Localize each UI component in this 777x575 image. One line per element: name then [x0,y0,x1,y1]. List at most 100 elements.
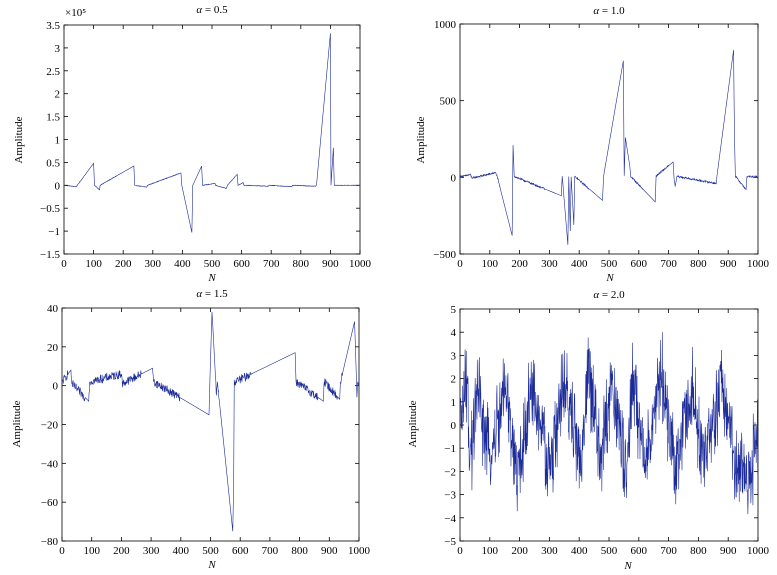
x-tick-label: 1000 [349,258,372,270]
y-tick-label: 40 [47,303,59,315]
x-tick-label: 700 [660,258,677,270]
y-tick-label: 500 [440,96,457,108]
x-axis-label: N [605,272,614,284]
y-tick-label: 1 [55,135,61,147]
y-tick-label: 3 [55,43,61,55]
x-tick-label: 200 [115,258,132,270]
panel-alpha-2-0: α = 2.0 Amplitude N 0 100 200 300 400 500 600 7… [407,289,770,572]
panel-alpha-1-5: α = 1.5 Amplitude N 0 100 200 300 400 500 600 7… [11,288,371,571]
panel-title: α = 1.5 [196,288,228,300]
y-tick-label: 20 [47,342,59,354]
y-tick-label: 4 [451,327,457,339]
x-tick-label: 900 [720,545,737,557]
x-tick-label: 600 [631,258,648,270]
y-axis-label: Amplitude [415,116,427,163]
y-exponent-label: ×10⁵ [65,7,86,19]
y-tick-label: −40 [41,458,59,470]
y-tick-label: −1.5 [40,249,60,261]
y-tick-label: 0 [53,381,59,393]
x-tick-label: 800 [690,545,707,557]
y-tick-label: 1000 [434,19,457,31]
y-tick-label: 2 [55,89,61,101]
x-tick-label: 300 [541,258,558,270]
x-tick-label: 300 [541,545,558,557]
x-tick-label: 300 [143,545,160,557]
x-tick-label: 400 [174,258,191,270]
x-axis-label: N [623,560,632,572]
x-tick-label: 600 [631,545,648,557]
x-tick-label: 400 [571,258,588,270]
y-tick-label: −0.5 [40,203,60,215]
x-tick-label: 100 [83,545,100,557]
x-tick-label: 500 [601,258,618,270]
x-tick-label: 700 [263,258,280,270]
x-tick-label: 200 [511,258,528,270]
x-axis-label: N [207,559,216,571]
y-tick-label: −4 [444,513,456,525]
y-tick-label: 0 [451,420,457,432]
y-tick-label: −1 [48,226,60,238]
x-tick-label: 100 [482,258,499,270]
x-axis-label: N [207,272,216,284]
y-tick-label: −80 [41,536,59,548]
x-tick-label: 700 [262,545,279,557]
y-tick-label: 1 [451,397,457,409]
x-tick-label: 0 [61,258,67,270]
x-tick-label: 0 [457,545,463,557]
y-tick-label: −2 [444,466,456,478]
x-tick-label: 600 [233,258,250,270]
y-tick-label: −20 [41,420,59,432]
x-tick-label: 1000 [348,545,371,557]
plot-area: 0 100 200 300 400 500 600 700 800 900 1000 −5 −4 −3 −2… [444,304,769,557]
x-tick-label: 300 [145,258,162,270]
x-tick-label: 0 [457,258,463,270]
plot-area: 0 100 200 300 400 500 600 700 800 900 1000−80−60−4… [41,303,371,557]
panel-alpha-1-0: α = 1.0 Amplitude N 0 100 200 300 400 500 600 7… [415,5,770,284]
x-tick-label: 100 [85,258,102,270]
y-tick-label: −500 [433,249,456,261]
x-tick-label: 0 [59,545,65,557]
plot-frame [61,307,360,542]
x-tick-label: 800 [293,258,310,270]
x-tick-label: 200 [511,545,528,557]
y-tick-label: 3 [451,350,457,362]
x-tick-label: 400 [173,545,190,557]
x-tick-label: 100 [482,545,499,557]
y-tick-label: 2.5 [46,66,60,78]
plot-area: 0 100 200 300 400 500 600 700 800 900 1000−5000500… [433,19,769,270]
panel-title: α = 0.5 [196,4,228,16]
x-tick-label: 800 [690,258,707,270]
y-tick-label: 5 [451,304,457,316]
y-tick-label: −3 [444,490,456,502]
y-axis-label: Amplitude [11,400,23,447]
plot-frame [63,24,361,255]
x-tick-label: 200 [113,545,130,557]
y-tick-label: 0 [451,172,457,184]
x-tick-label: 500 [202,545,219,557]
y-tick-label: 3.5 [46,20,60,32]
x-tick-label: 1000 [747,545,770,557]
x-tick-label: 900 [720,258,737,270]
x-tick-label: 900 [322,258,339,270]
plot-frame [459,23,759,255]
x-tick-label: 800 [291,545,308,557]
series-line [459,332,759,515]
series-line [63,33,361,233]
x-tick-label: 500 [601,545,618,557]
panel-title: α = 2.0 [593,289,625,301]
y-tick-label: 1.5 [46,112,60,124]
y-tick-label: −5 [444,536,456,548]
y-tick-label: −60 [41,497,59,509]
series-line [459,50,759,245]
x-tick-label: 900 [321,545,338,557]
x-tick-label: 400 [571,545,588,557]
series-line [61,311,360,532]
plot-area: 0 100 200 300 400 500 600 700 800 900 1000 −1.5 −1 −0… [40,20,371,270]
x-tick-label: 1000 [747,258,770,270]
y-axis-label: Amplitude [407,400,419,447]
y-axis-label: Amplitude [13,116,25,163]
y-tick-label: −1 [444,443,456,455]
y-tick-label: 0 [55,180,61,192]
x-tick-label: 600 [232,545,249,557]
y-tick-label: 2 [451,374,457,386]
